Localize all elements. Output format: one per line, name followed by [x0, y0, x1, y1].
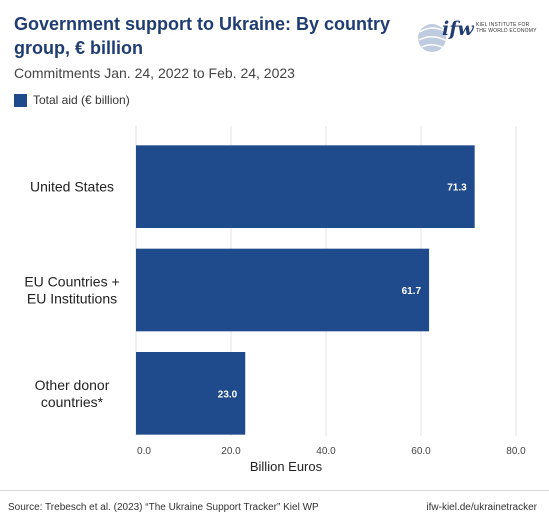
- x-tick-label: 40.0: [316, 446, 336, 457]
- bar-value-label: 23.0: [218, 389, 238, 400]
- category-label: United States: [30, 179, 114, 195]
- bar: [136, 248, 430, 332]
- legend-swatch: [14, 93, 27, 107]
- source-url[interactable]: ifw-kiel.de/ukrainetracker: [426, 502, 537, 513]
- source-note: Source: Trebesch et al. (2023) “The Ukra…: [8, 502, 319, 513]
- logo-wordmark: ifw: [442, 18, 474, 40]
- ifw-logo: ifw KIEL INSTITUTE FOR THE WORLD ECONOMY: [414, 16, 540, 58]
- x-tick-label: 20.0: [221, 446, 241, 457]
- legend: Total aid (€ billion): [14, 93, 130, 107]
- category-label: EU Countries +: [24, 274, 119, 290]
- category-label: countries*: [41, 394, 104, 410]
- category-label: EU Institutions: [27, 291, 117, 307]
- footer-divider: [0, 490, 549, 491]
- globe-icon: [418, 24, 448, 52]
- bar: [136, 352, 246, 435]
- bar: [136, 145, 475, 228]
- x-tick-label: 80.0: [506, 446, 526, 457]
- category-label: Other donor: [35, 377, 110, 393]
- x-axis-title: Billion Euros: [250, 459, 323, 474]
- chart-subtitle: Commitments Jan. 24, 2022 to Feb. 24, 20…: [14, 65, 295, 81]
- x-tick-label: 60.0: [411, 446, 431, 457]
- chart-title: Government support to Ukraine: By countr…: [14, 14, 391, 58]
- bar-chart: 0.0 20.0 40.0 60.0 80.0 Billion Euros 71.3 Unit…: [24, 126, 526, 474]
- bar-value-label: 61.7: [402, 286, 422, 297]
- legend-label: Total aid (€ billion): [33, 93, 130, 107]
- logo-tagline: KIEL INSTITUTE FOR THE WORLD ECONOMY: [476, 22, 537, 34]
- bar-value-label: 71.3: [447, 183, 467, 194]
- x-tick-label: 0.0: [137, 446, 151, 457]
